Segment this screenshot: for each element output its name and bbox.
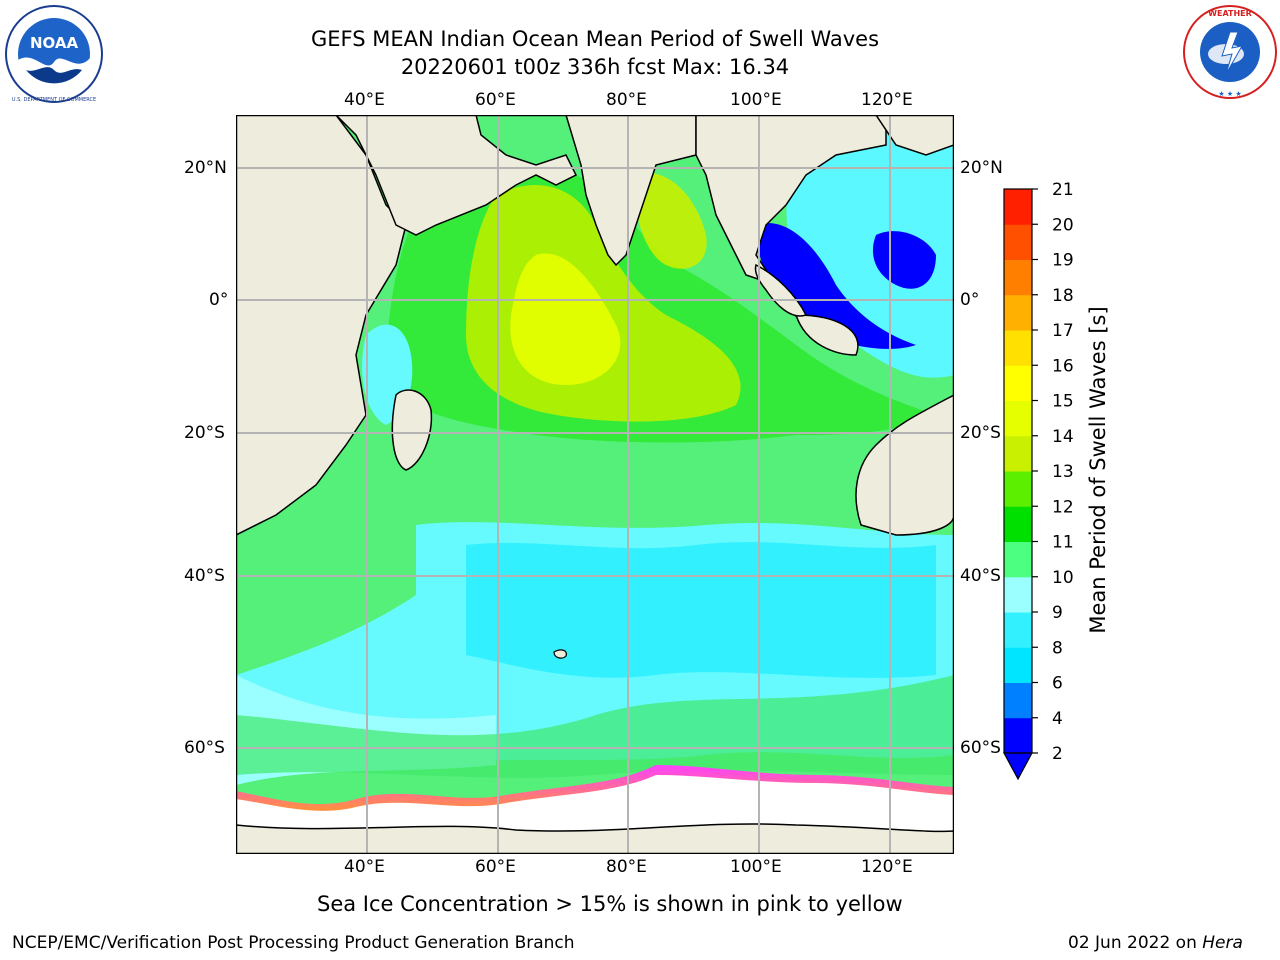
colorbar-segment xyxy=(1004,365,1032,401)
colorbar-tick-label: 11 xyxy=(1052,533,1074,553)
lat-tick-left-20s: 20°S xyxy=(184,423,225,443)
plot-frame xyxy=(236,115,954,854)
lon-tick-bottom-80e: 80°E xyxy=(606,857,647,877)
colorbar-extend-min xyxy=(1002,752,1034,781)
lat-tick-left-60s: 60°S xyxy=(184,738,225,758)
mid-period-band xyxy=(236,675,954,778)
java xyxy=(794,314,859,356)
colorbar-tick-label: 9 xyxy=(1052,603,1063,623)
lon-tick-bottom-60e: 60°E xyxy=(475,857,516,877)
footer-date: 02 Jun 2022 on Hera xyxy=(1068,933,1243,953)
lat-tick-right-0: 0° xyxy=(960,290,980,310)
map-title: GEFS MEAN Indian Ocean Mean Period of Sw… xyxy=(310,27,880,51)
colorbar-title: Mean Period of Swell Waves [s] xyxy=(1086,306,1110,634)
colorbar-tick-label: 20 xyxy=(1052,215,1074,235)
peak-period-core xyxy=(510,253,621,385)
lat-tick-right-60s: 60°S xyxy=(960,738,1001,758)
colorbar-tick-label: 12 xyxy=(1052,497,1074,517)
lat-tick-right-20n: 20°N xyxy=(960,158,1003,178)
lat-tick-right-40s: 40°S xyxy=(960,566,1001,586)
nws-logo: WEATHER ★ ★ ★ xyxy=(1183,5,1277,99)
banda-sea-min xyxy=(872,231,936,289)
lon-tick-bottom-100e: 100°E xyxy=(730,857,782,877)
colorbar-tick-label: 4 xyxy=(1052,709,1063,729)
colorbar-tick-label: 21 xyxy=(1052,180,1074,200)
colorbar-segment xyxy=(1004,717,1032,754)
colorbar-tick-label: 2 xyxy=(1052,744,1063,764)
china-coast xyxy=(875,115,954,156)
noaa-logo: NOAA U.S. DEPARTMENT OF COMMERCE xyxy=(5,5,103,103)
colorbar-segment xyxy=(1004,435,1032,472)
bay-of-bengal-high xyxy=(635,173,707,269)
lat-tick-left-20n: 20°N xyxy=(184,158,227,178)
colorbar-segment xyxy=(1004,224,1032,260)
footer-credit: NCEP/EMC/Verification Post Processing Pr… xyxy=(12,933,575,953)
lon-tick-top-120e: 120°E xyxy=(861,90,913,110)
colorbar-tick-label: 17 xyxy=(1052,321,1074,341)
southeast-asia xyxy=(695,115,887,287)
colorbar-tick-label: 13 xyxy=(1052,462,1074,482)
colorbar-tick-label: 18 xyxy=(1052,286,1074,306)
colorbar-segment xyxy=(1004,576,1032,613)
australia xyxy=(855,394,954,536)
lon-tick-top-100e: 100°E xyxy=(730,90,782,110)
colorbar-segment xyxy=(1004,541,1032,578)
map-subtitle: 20220601 t00z 336h fcst Max: 16.34 xyxy=(400,55,790,79)
lon-tick-top-40e: 40°E xyxy=(344,90,385,110)
colorbar-segment xyxy=(1004,682,1032,719)
colorbar-tick-label: 15 xyxy=(1052,392,1074,412)
lon-tick-top-80e: 80°E xyxy=(606,90,647,110)
svg-text:★ ★ ★: ★ ★ ★ xyxy=(1218,90,1241,98)
colorbar-tick-label: 14 xyxy=(1052,427,1074,447)
svg-text:U.S. DEPARTMENT OF COMMERCE: U.S. DEPARTMENT OF COMMERCE xyxy=(12,97,96,103)
java-sea-min xyxy=(756,223,916,349)
colorbar-segment xyxy=(1004,294,1032,331)
lat-tick-right-20s: 20°S xyxy=(960,423,1001,443)
colorbar-frame xyxy=(1003,188,1033,754)
colorbar-segment xyxy=(1004,647,1032,683)
madagascar xyxy=(391,389,433,471)
colorbar-segment xyxy=(1004,506,1032,542)
colorbar-segment xyxy=(1004,330,1032,366)
colorbar-tick-label: 6 xyxy=(1052,674,1063,694)
lon-tick-bottom-40e: 40°E xyxy=(344,857,385,877)
sumatra xyxy=(754,263,808,317)
colorbar-segment xyxy=(1004,259,1032,296)
colorbar-tick-label: 16 xyxy=(1052,356,1074,376)
footer-machine: Hera xyxy=(1202,933,1243,953)
lat-tick-left-40s: 40°S xyxy=(184,566,225,586)
lat-tick-left-0: 0° xyxy=(209,290,229,310)
map-plot xyxy=(236,115,954,854)
lon-tick-top-60e: 60°E xyxy=(475,90,516,110)
colorbar-segment xyxy=(1004,189,1032,225)
colorbar-segment xyxy=(1004,400,1032,437)
sea-ice-note: Sea Ice Concentration > 15% is shown in … xyxy=(317,892,903,916)
noaa-logo-text: NOAA xyxy=(30,34,79,52)
gridlines xyxy=(236,115,954,854)
kerguelen xyxy=(553,649,567,659)
svg-text:WEATHER: WEATHER xyxy=(1208,9,1252,18)
low-period-core xyxy=(466,542,936,678)
colorbar-tick-label: 10 xyxy=(1052,568,1074,588)
colorbar-tick-label: 8 xyxy=(1052,638,1063,658)
colorbar-segment xyxy=(1004,612,1032,648)
footer-date-text: 02 Jun 2022 on xyxy=(1068,933,1203,953)
colorbar-segment xyxy=(1004,471,1032,507)
colorbar-tick-label: 19 xyxy=(1052,251,1074,271)
antarctica xyxy=(236,823,954,854)
lon-tick-bottom-120e: 120°E xyxy=(861,857,913,877)
